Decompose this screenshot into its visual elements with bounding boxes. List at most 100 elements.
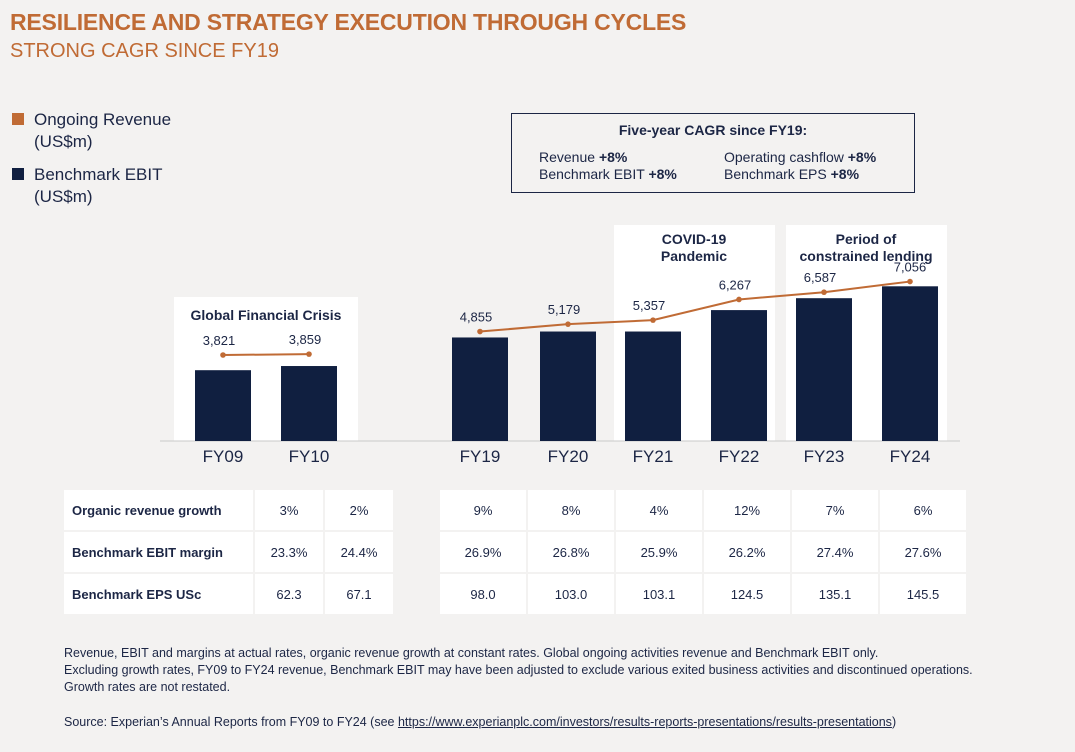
revenue-data-label: 3,859 (289, 332, 322, 347)
revenue-data-label: 4,855 (460, 310, 493, 325)
stats-row: Benchmark EBIT margin 23.3% 24.4% (64, 532, 393, 572)
stats-cell: 25.9% (616, 532, 702, 572)
cagr-item-eps: Benchmark EPS +8% (724, 166, 859, 182)
stats-cell: 26.9% (440, 532, 526, 572)
revenue-point (477, 328, 483, 335)
revenue-data-label: 6,587 (804, 270, 837, 285)
x-tick-label: FY20 (548, 447, 589, 466)
cagr-item-ebit: Benchmark EBIT +8% (539, 166, 677, 182)
x-tick-label: FY10 (289, 447, 330, 466)
stats-row: Benchmark EPS USc 62.3 67.1 (64, 574, 393, 614)
stats-cell: 145.5 (880, 574, 966, 614)
stats-cell: 124.5 (704, 574, 790, 614)
period-label-covid: COVID-19 (662, 231, 727, 247)
stats-row-label: Organic revenue growth (64, 490, 253, 530)
cagr-value: +8% (598, 149, 628, 165)
source-link[interactable]: https://www.experianplc.com/investors/re… (397, 715, 892, 729)
revenue-point (220, 352, 226, 358)
cagr-value: +8% (648, 166, 677, 182)
revenue-point (907, 278, 913, 285)
revenue-line-recent (479, 280, 911, 333)
ebit-bar (625, 331, 681, 441)
ebit-bar (281, 366, 337, 441)
stats-row: Organic revenue growth 3% 2% (64, 490, 393, 530)
cagr-label: Benchmark EBIT (539, 166, 645, 182)
period-label-gfc: Global Financial Crisis (191, 307, 342, 323)
stats-row: 98.0 103.0 103.1 124.5 135.1 145.5 (440, 574, 966, 614)
x-tick-label: FY22 (719, 447, 760, 466)
legend-revenue: Ongoing Revenue (US$m) (12, 109, 214, 153)
legend-ebit-line2: (US$m) (34, 187, 93, 206)
legend-revenue-line1: Ongoing Revenue (34, 110, 172, 129)
stats-cell: 6% (880, 490, 966, 530)
cagr-label: Operating cashflow (724, 149, 844, 165)
stats-cell: 24.4% (325, 532, 393, 572)
revenue-point (821, 289, 827, 296)
source-prefix: Source: Experian’s Annual Reports from F… (64, 715, 398, 729)
stats-row: 9% 8% 4% 12% 7% 6% (440, 490, 966, 530)
stats-cell: 26.8% (528, 532, 614, 572)
ebit-bar (452, 337, 508, 441)
stats-table-left: Organic revenue growth 3% 2% Benchmark EBIT… (62, 488, 395, 616)
legend-swatch-ebit (12, 168, 24, 180)
ebit-bar (796, 298, 852, 441)
stats-cell: 98.0 (440, 574, 526, 614)
stats-cell: 3% (255, 490, 323, 530)
legend-revenue-line2: (US$m) (34, 132, 93, 151)
source-note: Source: Experian’s Annual Reports from F… (64, 715, 896, 729)
ebit-bar (711, 310, 767, 441)
revenue-point (565, 321, 571, 327)
revenue-data-label: 7,056 (894, 260, 927, 275)
footnote-line: Growth rates are not restated. (64, 680, 231, 694)
x-tick-label: FY24 (890, 447, 931, 466)
stats-row-label: Benchmark EBIT margin (64, 532, 253, 572)
stats-cell: 23.3% (255, 532, 323, 572)
cagr-box: Five-year CAGR since FY19: Revenue +8% B… (511, 113, 915, 193)
revenue-data-label: 3,821 (203, 333, 236, 348)
stats-row: 26.9% 26.8% 25.9% 26.2% 27.4% 27.6% (440, 532, 966, 572)
stats-cell: 27.4% (792, 532, 878, 572)
revenue-data-label: 6,267 (719, 277, 752, 292)
stats-cell: 2% (325, 490, 393, 530)
page-subtitle: STRONG CAGR SINCE FY19 (10, 40, 279, 62)
footnotes: Revenue, EBIT and margins at actual rate… (64, 645, 1064, 696)
stats-cell: 103.0 (528, 574, 614, 614)
x-tick-label: FY19 (460, 447, 501, 466)
revenue-point (650, 317, 656, 323)
cagr-label: Revenue (539, 149, 596, 165)
stats-cell: 62.3 (255, 574, 323, 614)
legend-swatch-revenue (12, 113, 24, 125)
cagr-item-revenue: Revenue +8% (539, 149, 627, 165)
revenue-data-label: 5,179 (548, 302, 581, 317)
x-tick-label: FY21 (633, 447, 674, 466)
legend-ebit: Benchmark EBIT (US$m) (12, 164, 214, 208)
cagr-heading: Five-year CAGR since FY19: (618, 122, 808, 138)
period-label-lending: constrained lending (799, 248, 932, 264)
page-title: RESILIENCE AND STRATEGY EXECUTION THROUG… (10, 9, 687, 35)
revenue-point (736, 296, 742, 303)
ebit-bar (540, 331, 596, 441)
x-tick-label: FY09 (203, 447, 244, 466)
stats-cell: 103.1 (616, 574, 702, 614)
stats-cell: 12% (704, 490, 790, 530)
revenue-data-label: 5,357 (633, 298, 666, 313)
stats-row-label: Benchmark EPS USc (64, 574, 253, 614)
stats-cell: 67.1 (325, 574, 393, 614)
revenue-line-gfc (222, 353, 310, 356)
x-tick-label: FY23 (804, 447, 845, 466)
cagr-label: Benchmark EPS (724, 166, 827, 182)
stats-cell: 9% (440, 490, 526, 530)
legend-ebit-line1: Benchmark EBIT (34, 165, 163, 184)
ebit-bar (195, 370, 251, 441)
cagr-value: +8% (830, 166, 860, 182)
source-suffix: ) (891, 715, 897, 729)
cagr-item-cashflow: Operating cashflow +8% (724, 149, 876, 165)
ebit-bar (882, 286, 938, 441)
stats-cell: 8% (528, 490, 614, 530)
stats-cell: 26.2% (704, 532, 790, 572)
stats-table-right: 9% 8% 4% 12% 7% 6% 26.9% 26.8% 25.9% 26.2% 27.4% 27… (438, 488, 968, 616)
period-label-covid: Pandemic (661, 248, 727, 264)
period-label-lending: Period of (836, 231, 897, 247)
stats-cell: 135.1 (792, 574, 878, 614)
